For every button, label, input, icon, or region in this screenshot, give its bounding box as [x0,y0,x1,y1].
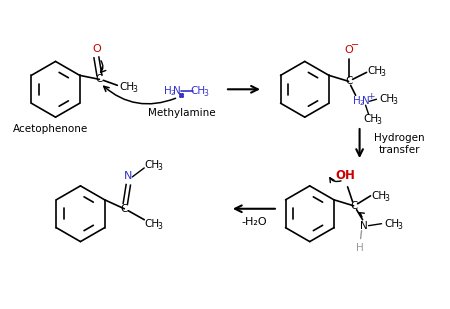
Text: N: N [360,221,368,231]
Text: CH: CH [371,191,386,201]
Text: 3: 3 [392,97,397,106]
Text: Acetophenone: Acetophenone [13,124,88,134]
Text: H: H [356,243,364,252]
Text: -H₂O: -H₂O [241,217,267,227]
Text: Hydrogen
transfer: Hydrogen transfer [374,133,425,155]
Text: H: H [164,86,172,96]
Text: CH: CH [144,160,160,170]
Text: N: N [362,96,369,106]
Text: +: + [367,92,374,101]
Text: C: C [350,201,357,211]
Text: CH: CH [367,66,382,76]
Text: N: N [173,86,181,96]
Text: OH: OH [336,169,356,182]
Text: 3: 3 [384,194,389,203]
Text: C: C [345,76,352,86]
Text: 2: 2 [360,100,364,106]
Text: 3: 3 [133,85,138,94]
Text: 3: 3 [397,222,402,231]
Text: CH: CH [379,94,394,104]
Text: CH: CH [190,86,206,96]
Text: 3: 3 [158,222,162,231]
Text: C: C [121,204,128,214]
Text: CH: CH [384,219,399,229]
Text: −: − [351,40,359,50]
Text: H: H [353,96,360,106]
Text: 3: 3 [376,117,381,126]
Text: 2: 2 [171,90,176,96]
Text: C: C [96,74,103,84]
Text: O: O [92,44,101,54]
Text: CH: CH [120,82,135,92]
Text: 3: 3 [380,69,385,78]
Text: O: O [344,45,353,56]
Text: Methylamine: Methylamine [148,108,216,118]
Text: 3: 3 [203,89,208,98]
Text: N: N [124,171,132,181]
Text: CH: CH [363,114,378,124]
Text: CH: CH [144,219,160,229]
Text: 3: 3 [158,163,162,172]
